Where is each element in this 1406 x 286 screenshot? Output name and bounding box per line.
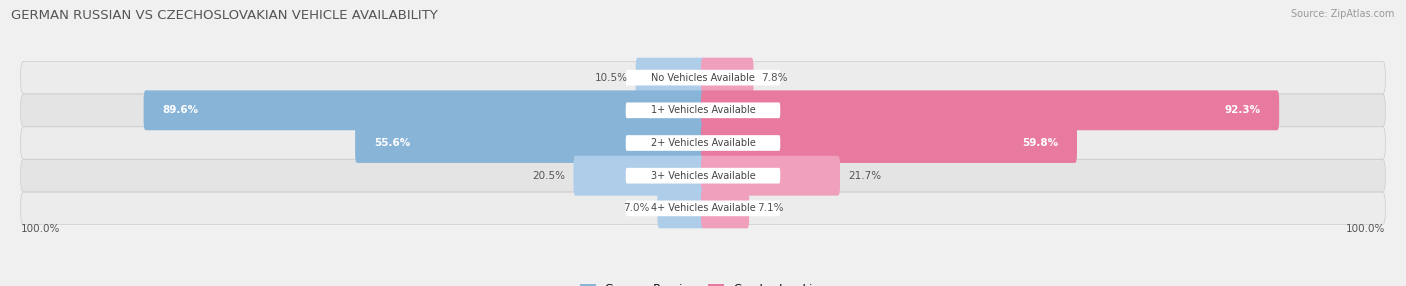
FancyBboxPatch shape bbox=[21, 61, 1385, 94]
FancyBboxPatch shape bbox=[626, 102, 780, 118]
FancyBboxPatch shape bbox=[702, 156, 839, 196]
FancyBboxPatch shape bbox=[574, 156, 704, 196]
FancyBboxPatch shape bbox=[21, 94, 1385, 126]
FancyBboxPatch shape bbox=[636, 58, 704, 98]
FancyBboxPatch shape bbox=[658, 188, 704, 228]
FancyBboxPatch shape bbox=[626, 200, 780, 216]
FancyBboxPatch shape bbox=[21, 192, 1385, 225]
Text: No Vehicles Available: No Vehicles Available bbox=[651, 73, 755, 83]
Text: 10.5%: 10.5% bbox=[595, 73, 627, 83]
FancyBboxPatch shape bbox=[626, 168, 780, 184]
Text: 7.8%: 7.8% bbox=[762, 73, 787, 83]
Text: 21.7%: 21.7% bbox=[848, 171, 882, 181]
FancyBboxPatch shape bbox=[626, 70, 780, 86]
FancyBboxPatch shape bbox=[626, 135, 780, 151]
FancyBboxPatch shape bbox=[143, 90, 704, 130]
FancyBboxPatch shape bbox=[21, 127, 1385, 159]
Text: 7.0%: 7.0% bbox=[623, 203, 650, 213]
FancyBboxPatch shape bbox=[21, 160, 1385, 192]
Text: 92.3%: 92.3% bbox=[1225, 105, 1260, 115]
Text: GERMAN RUSSIAN VS CZECHOSLOVAKIAN VEHICLE AVAILABILITY: GERMAN RUSSIAN VS CZECHOSLOVAKIAN VEHICL… bbox=[11, 9, 439, 21]
Text: 7.1%: 7.1% bbox=[758, 203, 783, 213]
FancyBboxPatch shape bbox=[702, 58, 754, 98]
FancyBboxPatch shape bbox=[702, 90, 1279, 130]
Text: 4+ Vehicles Available: 4+ Vehicles Available bbox=[651, 203, 755, 213]
Text: 89.6%: 89.6% bbox=[162, 105, 198, 115]
FancyBboxPatch shape bbox=[702, 123, 1077, 163]
Text: 1+ Vehicles Available: 1+ Vehicles Available bbox=[651, 105, 755, 115]
Text: Source: ZipAtlas.com: Source: ZipAtlas.com bbox=[1291, 9, 1395, 19]
Text: 2+ Vehicles Available: 2+ Vehicles Available bbox=[651, 138, 755, 148]
Text: 100.0%: 100.0% bbox=[1346, 224, 1385, 234]
Text: 55.6%: 55.6% bbox=[374, 138, 411, 148]
FancyBboxPatch shape bbox=[356, 123, 704, 163]
Text: 20.5%: 20.5% bbox=[533, 171, 565, 181]
Text: 3+ Vehicles Available: 3+ Vehicles Available bbox=[651, 171, 755, 181]
Text: 59.8%: 59.8% bbox=[1022, 138, 1059, 148]
Legend: German Russian, Czechoslovakian: German Russian, Czechoslovakian bbox=[575, 279, 831, 286]
Text: 100.0%: 100.0% bbox=[21, 224, 60, 234]
FancyBboxPatch shape bbox=[702, 188, 749, 228]
